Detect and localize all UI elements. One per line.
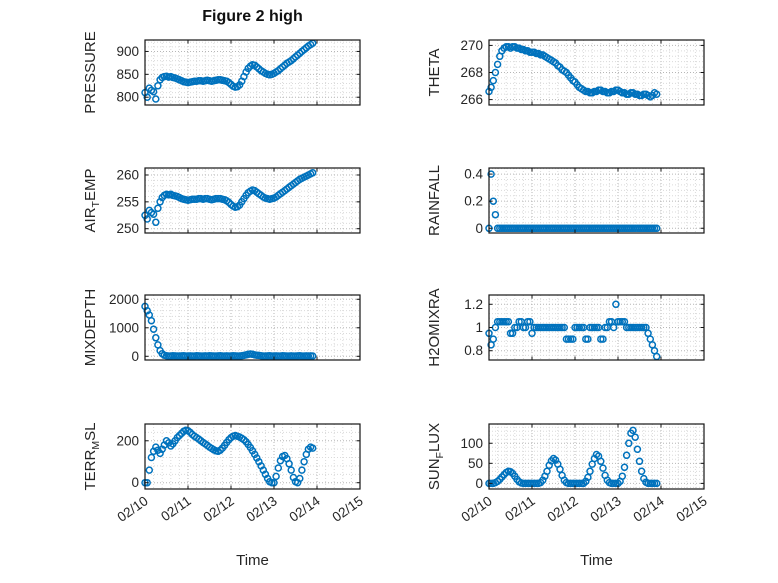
x-tick-label: 02/14	[630, 493, 667, 525]
data-points	[141, 302, 317, 360]
x-tick-label: 02/10	[458, 493, 494, 525]
grid-lines	[145, 424, 360, 489]
data-points	[485, 170, 661, 233]
y-tick-label: 255	[116, 194, 139, 209]
y-tick-label: 50	[468, 456, 483, 471]
y-tick-label: 250	[116, 221, 139, 236]
subplot-theta: 266 268 270 THETA	[426, 38, 705, 107]
y-tick-label: 800	[116, 90, 139, 105]
x-tick-label: 02/12	[200, 493, 236, 525]
y-tick-label: 2000	[109, 292, 139, 307]
y-tick-label: 268	[460, 65, 483, 80]
data-points	[141, 169, 317, 227]
data-points	[141, 426, 317, 487]
subplot-pressure: 800 850 900 PRESSURE	[82, 31, 361, 114]
subplot-mixdepth: 0 1000 2000 MIXDEPTH	[82, 289, 361, 367]
axes-box	[488, 423, 705, 490]
x-tick-label: 02/12	[544, 493, 580, 525]
x-tick-label: 02/14	[286, 493, 323, 525]
x-tick-label: 02/11	[502, 493, 537, 524]
axes-box	[488, 167, 705, 234]
grid-lines	[489, 295, 704, 360]
y-tick-label: 260	[116, 167, 139, 182]
y-axis-label-terr-msl: TERRMSL	[82, 423, 102, 491]
tick-marks	[488, 424, 705, 489]
tick-marks	[144, 168, 361, 233]
x-tick-label: 02/13	[243, 493, 279, 525]
grid-lines	[489, 168, 704, 233]
x-axis-label-left: Time	[236, 552, 269, 569]
y-axis-label-h2omixra: H2OMIXRA	[426, 288, 443, 366]
data-points	[485, 300, 661, 361]
grid-lines	[145, 168, 360, 233]
y-tick-label: 0.4	[464, 167, 483, 182]
subplot-h2omixra: 0.8 1 1.2 H2OMIXRA	[426, 288, 705, 367]
tick-marks	[488, 168, 705, 233]
x-tick-label: 02/10	[114, 493, 150, 525]
figure-title: Figure 2 high	[202, 8, 303, 25]
axes-box	[144, 167, 361, 234]
y-axis-label-pressure: PRESSURE	[82, 31, 99, 114]
x-tick-label: 02/15	[673, 493, 709, 525]
tick-marks	[144, 40, 361, 105]
subplot-air-temp: 250 255 260 AIRTEMP	[82, 167, 361, 236]
axes-box	[144, 423, 361, 490]
tick-marks	[488, 295, 705, 360]
y-axis-label-rainfall: RAINFALL	[426, 165, 443, 236]
y-tick-label: 850	[116, 67, 139, 82]
x-axis-label-right: Time	[580, 552, 613, 569]
subplot-terr-msl: 0 200 TERRMSL 02/10 02/11 02/12 02/13 02/14 02/1…	[82, 423, 366, 525]
data-points	[485, 426, 661, 488]
subplot-sun-flux: 0 50 100 SUNFLUX 02/10 02/11 02/12 02/13 02/14 02…	[426, 423, 710, 525]
y-axis-label-sun-flux: SUNFLUX	[426, 423, 446, 490]
y-tick-label: 1000	[109, 320, 139, 335]
y-tick-label: 0	[131, 475, 139, 490]
axes-box	[144, 39, 361, 106]
plot-area	[489, 168, 704, 233]
y-tick-label: 0	[475, 221, 483, 236]
plot-area	[145, 295, 360, 360]
tick-marks	[488, 40, 705, 105]
tick-marks	[144, 424, 361, 489]
x-tick-label: 02/13	[587, 493, 623, 525]
y-tick-label: 0.2	[464, 194, 483, 209]
y-tick-label: 0.8	[464, 343, 483, 358]
y-tick-label: 200	[116, 433, 139, 448]
tick-marks	[144, 295, 361, 360]
y-tick-label: 0	[131, 349, 139, 364]
y-tick-label: 1	[475, 320, 483, 335]
x-tick-label: 02/15	[329, 493, 365, 525]
y-tick-label: 270	[460, 38, 483, 53]
data-points	[485, 43, 661, 101]
y-tick-label: 266	[460, 92, 483, 107]
y-tick-label: 900	[116, 44, 139, 59]
subplot-rainfall: 0 0.2 0.4 RAINFALL	[426, 165, 705, 236]
plot-area	[145, 40, 360, 105]
y-tick-label: 100	[460, 436, 483, 451]
x-tick-label: 02/11	[158, 493, 193, 524]
data-points	[141, 39, 317, 103]
y-tick-label: 1.2	[464, 297, 483, 312]
y-tick-label: 0	[475, 476, 483, 491]
y-axis-label-air-temp: AIRTEMP	[82, 169, 102, 233]
grid-lines	[145, 40, 360, 105]
y-axis-label-theta: THETA	[426, 48, 443, 96]
y-axis-label-mixdepth: MIXDEPTH	[82, 289, 99, 367]
plot-area	[489, 295, 704, 360]
